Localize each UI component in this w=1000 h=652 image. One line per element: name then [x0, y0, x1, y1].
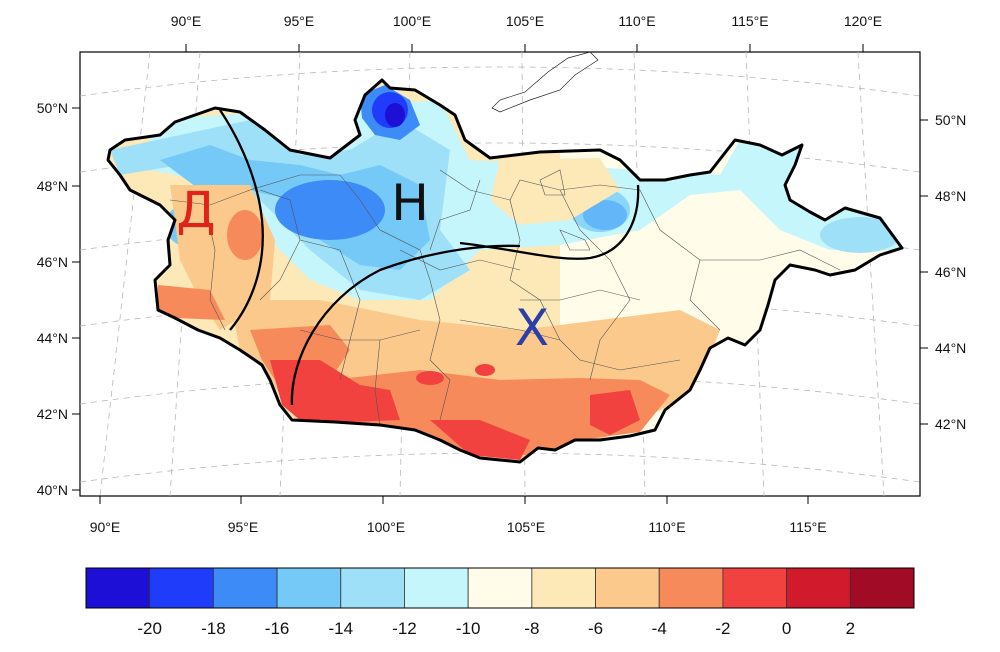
colorbar-swatch: [276, 567, 342, 609]
colorbar-swatch: [786, 567, 851, 609]
right-ticks: [920, 119, 928, 425]
left-lat-label: 44°N: [37, 330, 68, 346]
right-lat-label: 48°N: [935, 188, 966, 204]
left-lat-label: 48°N: [37, 178, 68, 194]
colorbar-label: 0: [782, 619, 791, 638]
right-lat-label: 44°N: [935, 340, 966, 356]
colorbar-label: -6: [588, 619, 603, 638]
left-lat-label: 50°N: [37, 100, 68, 116]
region-label-south: Х: [515, 299, 549, 357]
bottom-lon-label: 105°E: [507, 519, 545, 535]
colorbar-label: 2: [846, 619, 855, 638]
colorbar-label: -14: [328, 619, 353, 638]
colorbar-label: -8: [524, 619, 539, 638]
right-lat-label: 42°N: [935, 416, 966, 432]
colorbar-label: -16: [265, 619, 290, 638]
bottom-lon-label: 90°E: [90, 519, 121, 535]
top-lon-label: 110°E: [618, 13, 655, 29]
colorbar-swatch: [658, 567, 724, 609]
colorbar-swatch: [340, 567, 405, 609]
left-lat-label: 46°N: [37, 254, 68, 270]
top-ticks: [185, 44, 864, 52]
top-lon-label: 90°E: [171, 13, 202, 29]
colorbar-swatch: [85, 567, 151, 609]
top-lon-label: 100°E: [393, 13, 431, 29]
region-label-north: Н: [391, 174, 429, 232]
colorbar-swatch: [404, 567, 469, 609]
bottom-lon-label: 95°E: [228, 519, 259, 535]
top-lon-label: 95°E: [284, 13, 315, 29]
colorbar-swatch: [849, 567, 915, 609]
colorbar-border: [85, 567, 915, 609]
colorbar-label: -20: [137, 619, 162, 638]
north-zone-line: [459, 184, 640, 260]
west-zone-line: [219, 109, 264, 331]
bottom-lon-label: 115°E: [789, 519, 826, 535]
neighbor-border: [491, 51, 599, 113]
colorbar-label: -18: [201, 619, 226, 638]
colorbar-label: -4: [652, 619, 667, 638]
top-lon-label: 115°E: [731, 13, 768, 29]
right-lat-label: 50°N: [935, 112, 966, 128]
country-outline: [106, 78, 904, 464]
region-label-west: Д: [176, 181, 215, 239]
bottom-lon-label: 110°E: [648, 519, 685, 535]
bottom-ticks: [99, 496, 809, 504]
colorbar-swatch: [467, 567, 533, 609]
top-lon-label: 120°E: [844, 13, 882, 29]
left-ticks: [72, 107, 80, 491]
colorbar-swatch: [212, 567, 278, 609]
top-lon-label: 105°E: [506, 13, 544, 29]
colorbar-label: -10: [456, 619, 481, 638]
colorbar-swatch: [531, 567, 596, 609]
colorbar-label: -2: [715, 619, 730, 638]
colorbar: -20 -18 -16 -14 -12 -10 -8 -6 -4 -2 0 2: [85, 567, 915, 638]
zone-lines: [219, 109, 640, 406]
colorbar-swatch: [722, 567, 788, 609]
right-lat-label: 46°N: [935, 264, 966, 280]
colorbar-swatch: [595, 567, 660, 609]
colorbar-swatch: [149, 567, 214, 609]
left-lat-label: 42°N: [37, 406, 68, 422]
bottom-lon-label: 100°E: [367, 519, 405, 535]
aimag-boundaries: [169, 169, 841, 426]
colorbar-label: -12: [392, 619, 417, 638]
left-lat-label: 40°N: [37, 482, 68, 498]
